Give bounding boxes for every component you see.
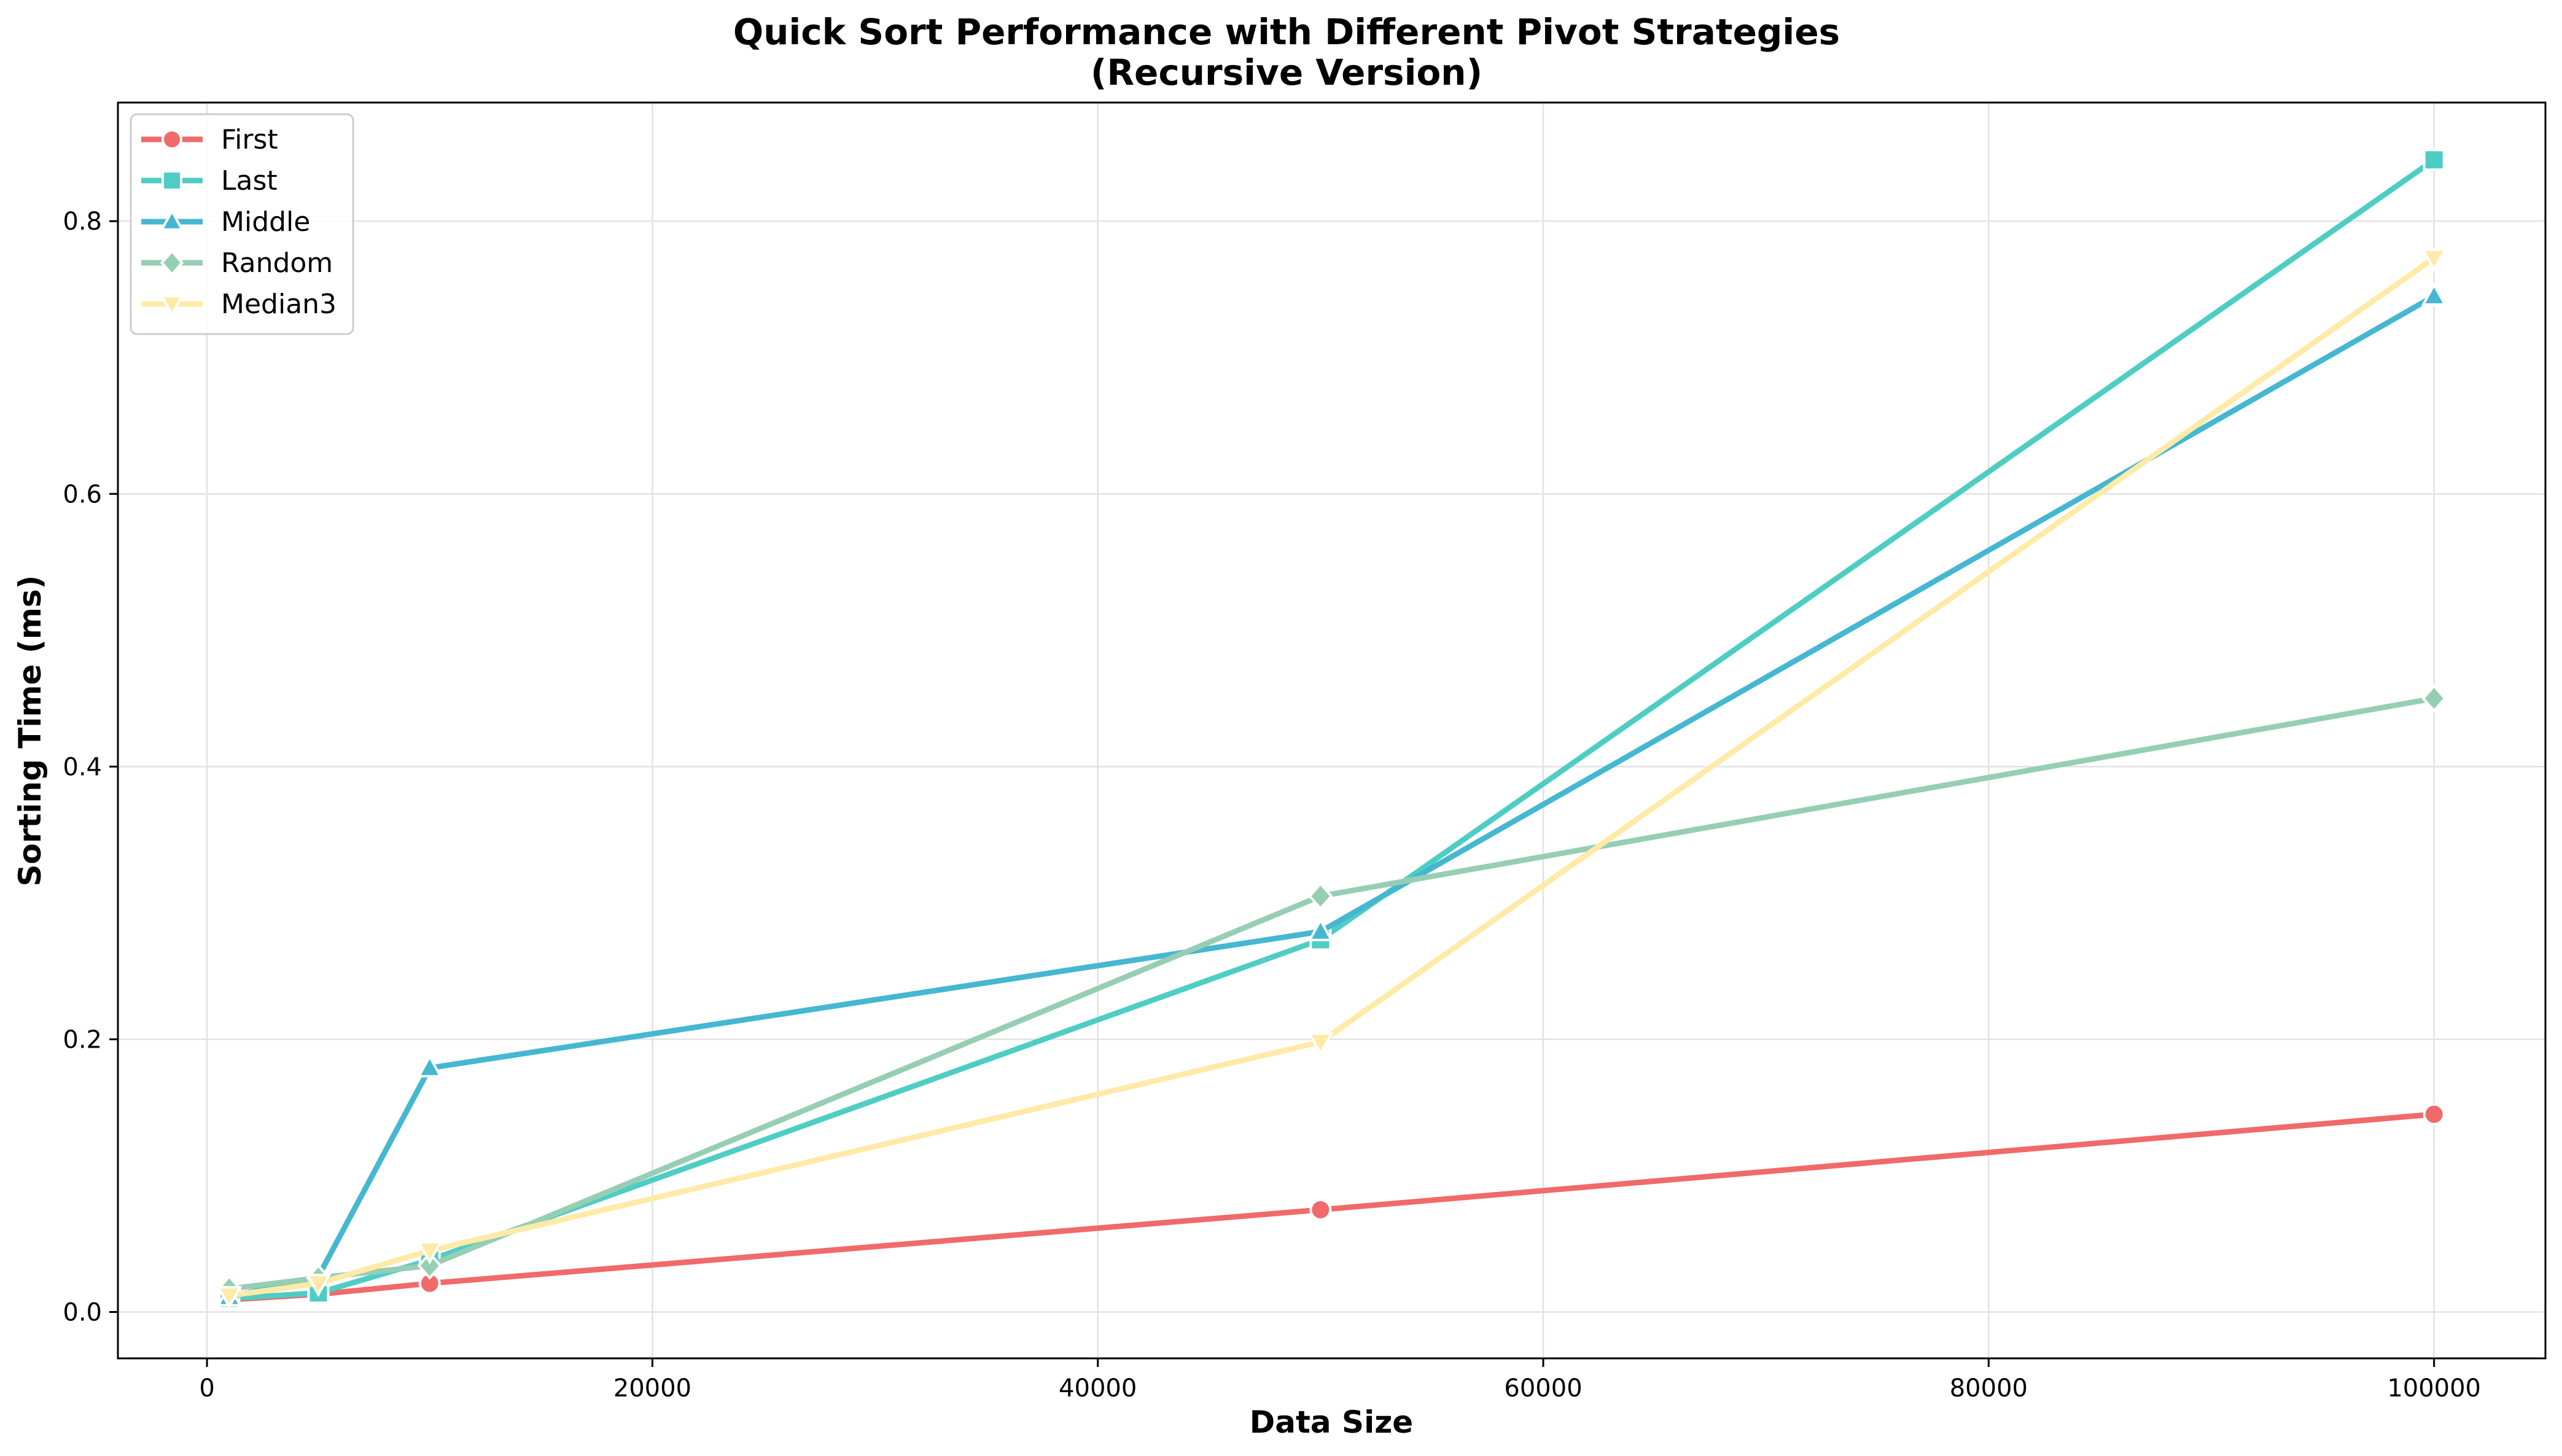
y-tick-label: 0.8 bbox=[63, 208, 102, 236]
data-point-middle bbox=[2421, 282, 2447, 306]
grid bbox=[118, 103, 2545, 1358]
legend-marker bbox=[162, 170, 182, 191]
chart-subtitle: (Recursive Version) bbox=[1091, 52, 1482, 93]
legend-box bbox=[130, 113, 354, 335]
data-point-first bbox=[1309, 1198, 1332, 1221]
legend-label: Median3 bbox=[221, 289, 337, 320]
x-tick-label: 0 bbox=[199, 1374, 214, 1403]
data-point-median3 bbox=[1307, 1032, 1334, 1056]
x-tick-label: 40000 bbox=[1059, 1374, 1137, 1403]
y-tick-label: 0.6 bbox=[63, 480, 102, 508]
series-median3 bbox=[216, 248, 2447, 1310]
x-axis-label: Data Size bbox=[1250, 1404, 1413, 1440]
legend-label: Middle bbox=[221, 206, 310, 238]
y-axis-label: Sorting Time (ms) bbox=[12, 575, 48, 886]
legend-label: Random bbox=[221, 247, 333, 279]
x-tick-label: 60000 bbox=[1504, 1374, 1582, 1403]
plot-frame bbox=[117, 101, 2547, 1360]
legend-label: First bbox=[221, 124, 278, 155]
data-point-middle bbox=[1307, 917, 1334, 941]
data-point-random bbox=[417, 1251, 442, 1280]
legend-marker bbox=[160, 208, 184, 231]
legend-marker bbox=[160, 295, 184, 317]
legend-marker bbox=[162, 129, 182, 150]
data-point-median3 bbox=[305, 1274, 332, 1298]
legend-label: Last bbox=[221, 165, 278, 197]
data-point-median3 bbox=[2421, 248, 2447, 272]
y-tick-label: 0.0 bbox=[63, 1299, 102, 1327]
data-point-first bbox=[2423, 1103, 2445, 1126]
chart-title: Quick Sort Performance with Different Pi… bbox=[733, 11, 1840, 53]
data-point-random bbox=[1308, 882, 1333, 911]
y-tick-label: 0.2 bbox=[63, 1026, 102, 1054]
series-layer bbox=[216, 149, 2447, 1311]
data-point-middle bbox=[416, 1054, 443, 1078]
data-point-median3 bbox=[216, 1286, 243, 1310]
x-tick-label: 100000 bbox=[2387, 1374, 2481, 1403]
x-tick-label: 20000 bbox=[613, 1374, 691, 1403]
data-point-last bbox=[2423, 149, 2445, 171]
axis-ticks: 0 20000 40000 60000 80000 100000 0.0 0.2 0.4 0.6 0… bbox=[63, 208, 2481, 1403]
data-point-random bbox=[2421, 684, 2447, 713]
data-point-median3 bbox=[416, 1240, 443, 1265]
x-tick-label: 80000 bbox=[1950, 1374, 2028, 1403]
legend: First Last Middle Random Median3 bbox=[130, 113, 354, 335]
y-tick-label: 0.4 bbox=[63, 753, 102, 781]
legend-marker bbox=[160, 249, 184, 276]
